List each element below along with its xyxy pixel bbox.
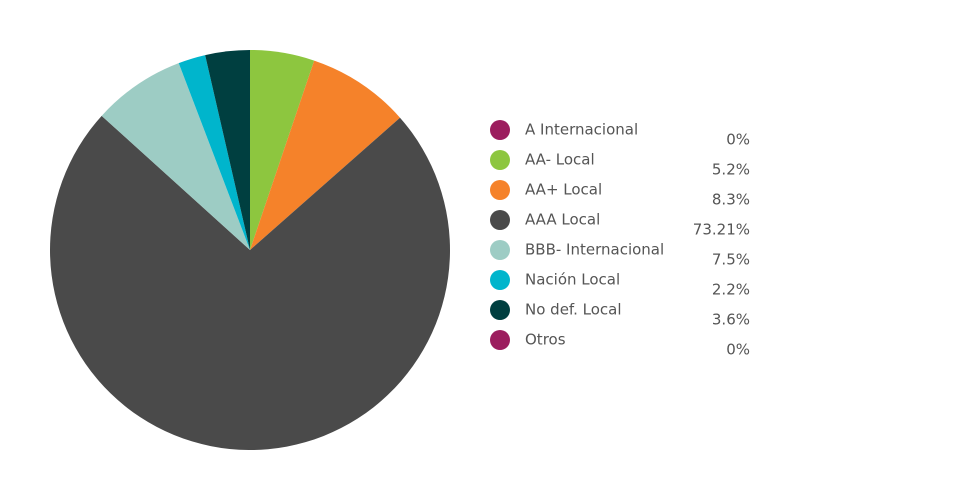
- pie-slice: [205, 50, 250, 250]
- legend-label: No def. Local: [525, 301, 622, 319]
- value-label: 8.3%: [712, 191, 750, 209]
- legend-swatch: [490, 240, 510, 260]
- legend-label: BBB- Internacional: [525, 241, 664, 259]
- legend-label: AAA Local: [525, 211, 600, 229]
- pie-slice: [178, 55, 250, 250]
- value-label: 73.21%: [693, 221, 750, 239]
- value-label: 3.6%: [712, 311, 750, 329]
- legend-swatch: [490, 330, 510, 350]
- legend-label: A Internacional: [525, 121, 638, 139]
- pie-slice: [250, 50, 315, 250]
- legend-swatch: [490, 270, 510, 290]
- legend-swatch: [490, 300, 510, 320]
- legend-swatch: [490, 150, 510, 170]
- legend-label: AA+ Local: [525, 181, 602, 199]
- legend-label: AA- Local: [525, 151, 595, 169]
- pie-slice: [49, 115, 450, 450]
- pie-slice: [250, 60, 401, 250]
- legend-swatch: [490, 120, 510, 140]
- value-label: 7.5%: [712, 251, 750, 269]
- legend-swatch: [490, 180, 510, 200]
- value-label: 0%: [726, 341, 750, 359]
- legend-swatch: [490, 210, 510, 230]
- value-label: 2.2%: [712, 281, 750, 299]
- legend-label: Nación Local: [525, 271, 620, 289]
- value-label: 5.2%: [712, 161, 750, 179]
- legend-label: Otros: [525, 331, 566, 349]
- value-label: 0%: [726, 131, 750, 149]
- pie-slice: [101, 63, 250, 250]
